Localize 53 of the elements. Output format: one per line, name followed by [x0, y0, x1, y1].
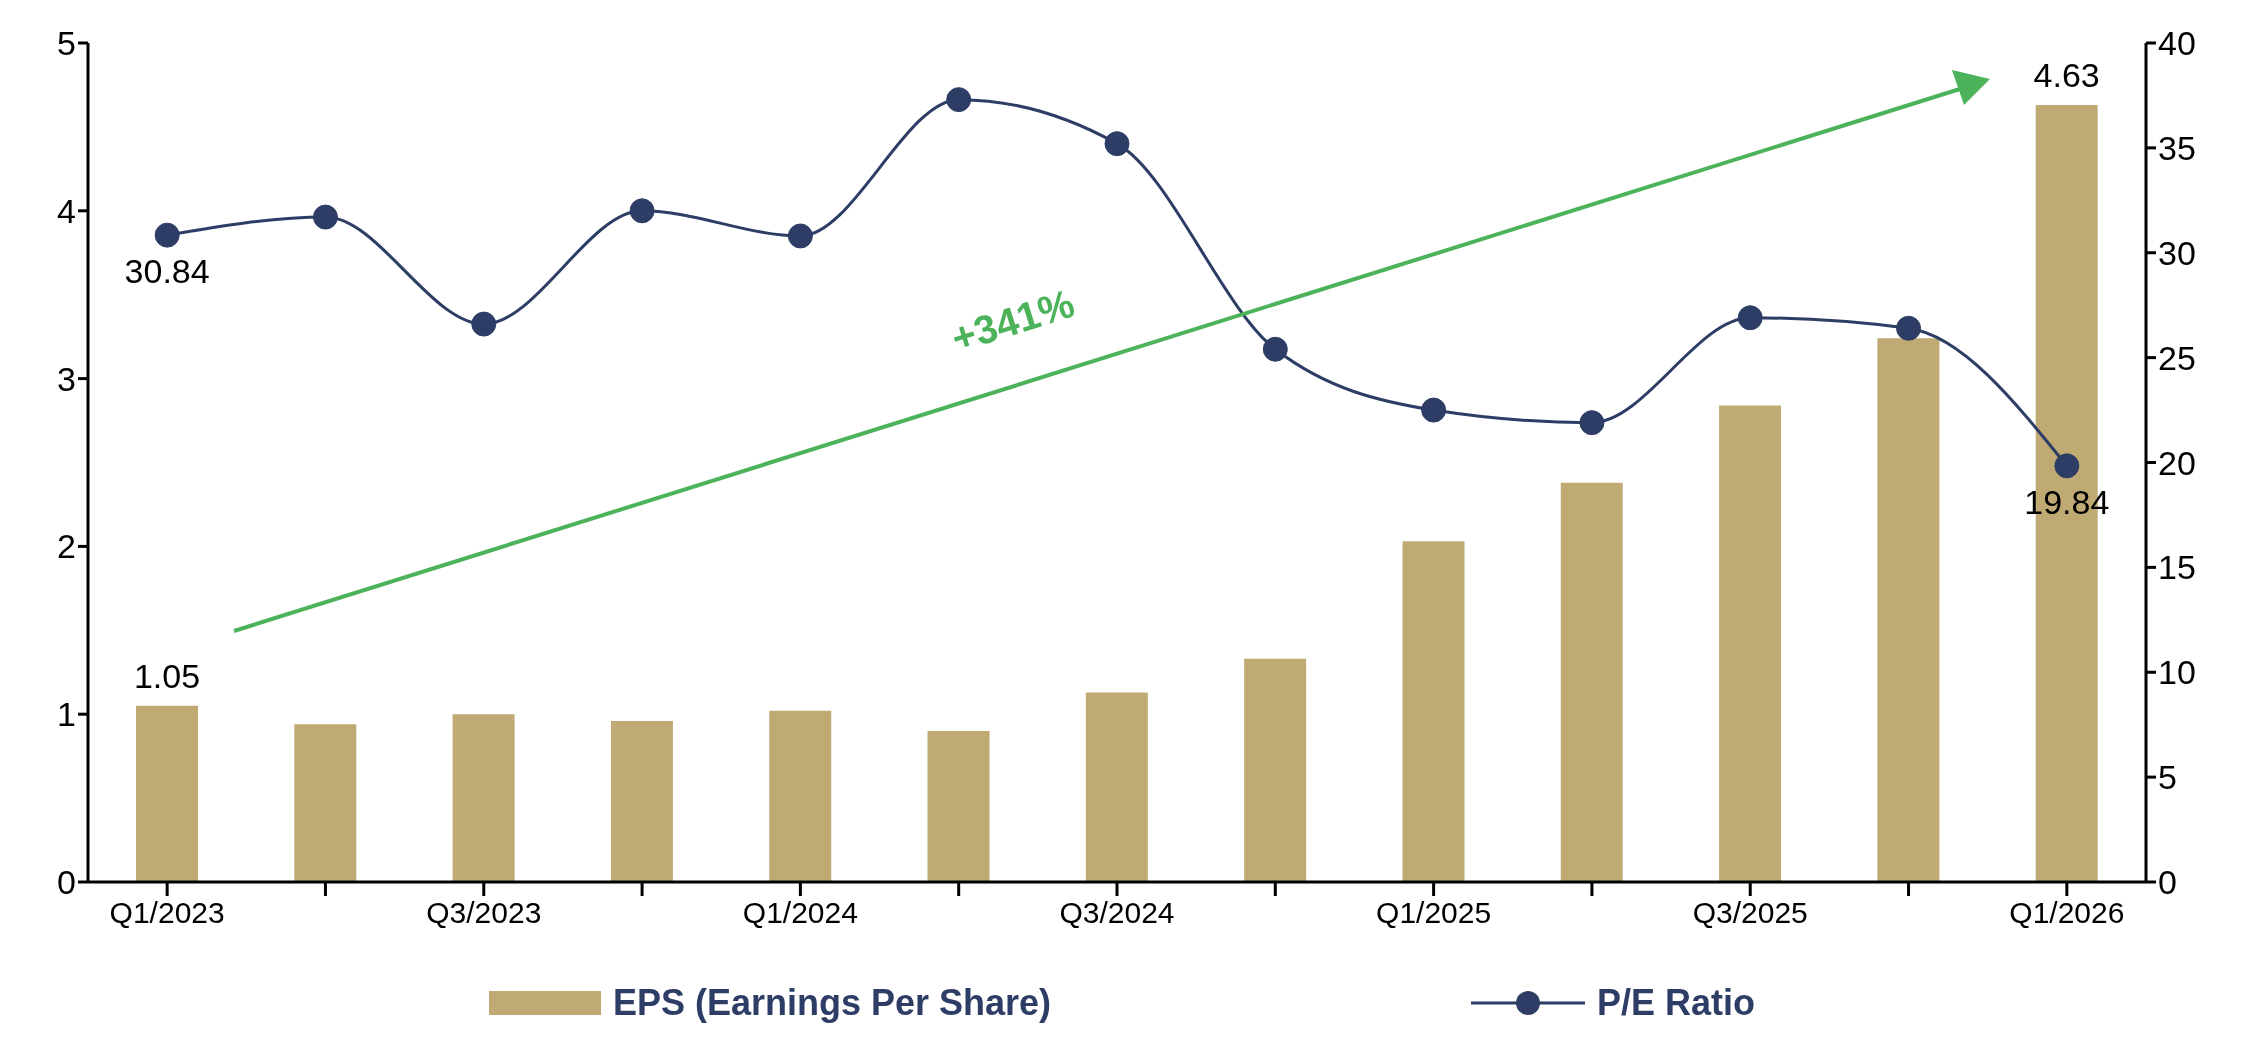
- bar: [927, 730, 990, 882]
- y-tick-label: 1: [57, 695, 76, 734]
- data-label: 4.63: [2033, 56, 2100, 95]
- y2-tick-label: 40: [2158, 24, 2196, 63]
- bar: [294, 724, 357, 882]
- x-tick-label: Q3/2023: [426, 896, 542, 930]
- point: [1104, 131, 1130, 157]
- point: [154, 222, 180, 248]
- x-tick-label: Q3/2024: [1059, 896, 1175, 930]
- x-tick-label: Q1/2023: [109, 896, 225, 930]
- point: [2054, 453, 2080, 479]
- y2-tick-label: 5: [2158, 758, 2177, 797]
- y-tick-label: 0: [57, 863, 76, 902]
- y-tick-label: 2: [57, 527, 76, 566]
- point: [1421, 397, 1447, 423]
- bar: [1560, 482, 1623, 882]
- x-tick-label: Q3/2025: [1692, 896, 1808, 930]
- legend-label: EPS (Earnings Per Share): [612, 982, 1052, 1024]
- point: [629, 198, 655, 224]
- data-label: 30.84: [124, 252, 210, 291]
- x-tick-label: Q1/2024: [742, 896, 858, 930]
- bar: [610, 720, 673, 882]
- y2-tick-label: 30: [2158, 233, 2196, 272]
- point: [1737, 305, 1763, 331]
- x-tick-label: Q1/2025: [1376, 896, 1492, 930]
- y-tick-label: 4: [57, 191, 76, 230]
- point: [1262, 336, 1288, 362]
- x-tick-label: Q1/2026: [2009, 896, 2125, 930]
- bar: [1244, 658, 1307, 882]
- point: [787, 223, 813, 249]
- bar: [452, 714, 515, 882]
- annotation: +341%: [946, 280, 1080, 361]
- legend-label: P/E Ratio: [1597, 982, 1756, 1024]
- y-tick-label: 5: [57, 24, 76, 63]
- bar: [1085, 692, 1148, 882]
- y2-tick-label: 15: [2158, 548, 2196, 587]
- y2-tick-label: 25: [2158, 338, 2196, 377]
- bar: [136, 705, 198, 882]
- y-tick-label: 3: [57, 359, 76, 398]
- point: [471, 311, 497, 337]
- point: [946, 87, 972, 113]
- y2-tick-label: 10: [2158, 653, 2196, 692]
- y2-tick-label: 20: [2158, 443, 2196, 482]
- point: [1579, 410, 1605, 436]
- bar: [1877, 338, 1940, 882]
- bar: [1402, 541, 1465, 882]
- point: [312, 204, 338, 230]
- point: [1896, 315, 1922, 341]
- y2-tick-label: 35: [2158, 128, 2196, 167]
- y2-tick-label: 0: [2158, 863, 2177, 902]
- bar: [769, 710, 832, 882]
- bar: [1719, 405, 1782, 882]
- data-label: 1.05: [133, 656, 201, 695]
